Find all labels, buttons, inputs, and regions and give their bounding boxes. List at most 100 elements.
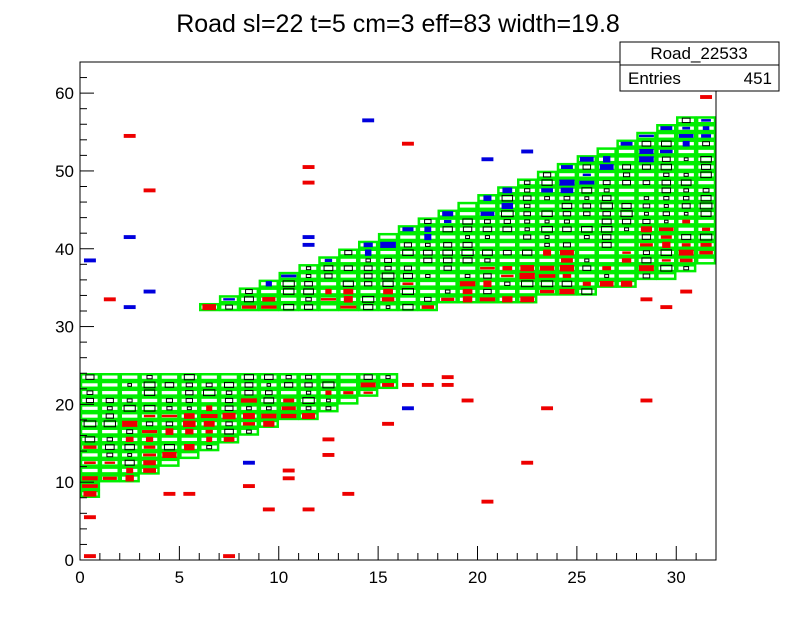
bin-box xyxy=(83,420,97,428)
bin-box xyxy=(424,296,432,302)
red-hit xyxy=(640,226,652,233)
bin-box xyxy=(701,164,712,171)
bin-box xyxy=(103,420,116,428)
road-cell xyxy=(596,147,617,156)
bin-box xyxy=(143,389,156,396)
road-cell xyxy=(676,217,697,226)
blue-hit xyxy=(363,242,373,248)
road-cell xyxy=(517,186,538,195)
red-hit xyxy=(203,420,215,427)
road-cell xyxy=(278,380,299,390)
blue-hit xyxy=(560,187,574,194)
blue-hit xyxy=(483,195,492,201)
x-tick-label: 25 xyxy=(567,568,586,587)
road-cell xyxy=(536,194,558,203)
blue-hit xyxy=(265,281,272,287)
red-hit xyxy=(679,258,693,263)
y-tick-label: 0 xyxy=(65,551,74,570)
road-cell xyxy=(338,388,359,397)
road-cell xyxy=(656,124,677,133)
road-cell xyxy=(477,232,498,242)
road-cell xyxy=(556,170,578,179)
x-tick-label: 5 xyxy=(175,568,184,587)
bin-box xyxy=(584,258,590,263)
bin-box xyxy=(403,265,412,271)
road-cell xyxy=(656,201,677,211)
y-tick-label: 30 xyxy=(55,318,74,337)
road-cell xyxy=(298,302,319,312)
red-hit xyxy=(662,241,671,248)
road-cell xyxy=(218,427,240,436)
bin-box xyxy=(603,188,610,193)
road-cell xyxy=(576,170,597,179)
bin-box xyxy=(641,234,652,240)
red-hit xyxy=(483,280,492,287)
red-hit xyxy=(640,243,653,247)
bin-box xyxy=(581,187,593,194)
road-cell xyxy=(457,264,478,273)
bin-box xyxy=(384,265,392,271)
road-cell xyxy=(497,194,518,203)
bin-box xyxy=(661,187,672,194)
red-hit xyxy=(143,453,157,457)
road-cell xyxy=(457,225,478,234)
road-cell xyxy=(258,380,279,390)
red-hit xyxy=(82,476,98,481)
bin-box xyxy=(482,249,493,256)
road-cell xyxy=(79,427,101,436)
road-cell xyxy=(636,217,657,226)
road-cell xyxy=(377,302,399,312)
road-cell xyxy=(159,388,180,397)
bin-box xyxy=(343,265,353,271)
road-cell xyxy=(119,380,140,390)
road-cell xyxy=(358,264,379,273)
blue-hit xyxy=(442,211,454,217)
road-cell xyxy=(556,232,578,242)
road-cell xyxy=(517,201,538,211)
road-cell xyxy=(417,279,438,288)
road-cell xyxy=(616,209,637,218)
road-cell xyxy=(695,232,717,242)
road-cell xyxy=(656,264,677,273)
bin-box xyxy=(402,303,414,311)
road-cell xyxy=(596,201,617,211)
bin-box xyxy=(622,179,631,186)
red-hit xyxy=(202,304,216,311)
bin-box xyxy=(501,194,514,202)
bin-box xyxy=(502,226,513,233)
blue-hit xyxy=(281,274,297,278)
road-cell xyxy=(477,264,498,273)
stats-box: Road_22533 Entries 451 xyxy=(619,41,780,92)
road-cell xyxy=(556,271,578,281)
road-cell xyxy=(179,427,200,436)
blue-hit xyxy=(638,134,654,138)
bin-box xyxy=(661,156,671,162)
bin-box xyxy=(126,429,134,434)
road-cell xyxy=(358,279,379,288)
road-cell xyxy=(258,373,279,382)
red-hit xyxy=(206,405,213,412)
road-cell xyxy=(338,248,359,257)
road-cell xyxy=(318,302,339,312)
road-cell xyxy=(616,232,637,242)
road-cell xyxy=(417,287,438,296)
road-cell xyxy=(298,380,319,390)
red-hit xyxy=(263,420,275,427)
blue-hit xyxy=(702,126,710,131)
road-cell xyxy=(99,388,120,397)
red-hit xyxy=(143,414,156,418)
road-cell xyxy=(676,240,697,249)
bin-box xyxy=(523,203,531,209)
road-cell xyxy=(536,240,558,249)
road-cell xyxy=(79,388,101,397)
road-cell xyxy=(477,271,498,281)
bin-box xyxy=(225,421,233,427)
road-cell xyxy=(397,232,419,242)
road-cell xyxy=(119,466,140,475)
road-cell xyxy=(695,256,717,265)
road-cell xyxy=(576,162,597,172)
bin-box xyxy=(683,266,690,271)
road-cell xyxy=(238,427,260,436)
x-tick-label: 0 xyxy=(75,568,84,587)
bin-box xyxy=(305,406,312,411)
